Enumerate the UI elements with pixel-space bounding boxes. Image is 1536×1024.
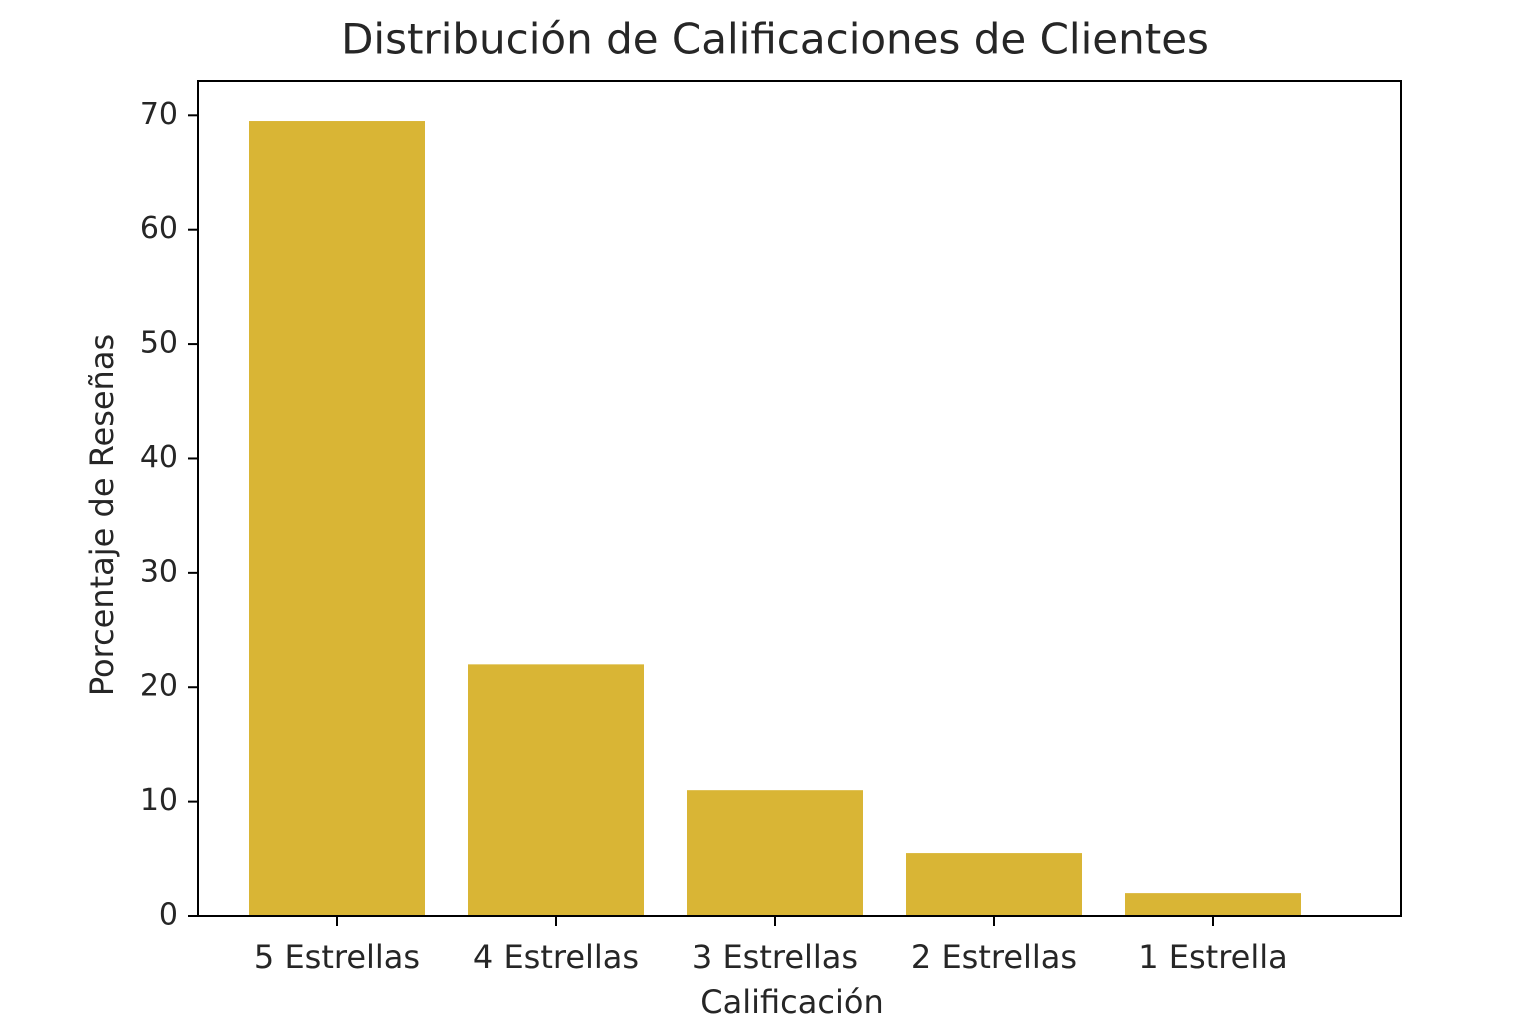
x-tick-label: 5 Estrellas (254, 938, 420, 976)
y-axis-label: Porcentaje de Reseñas (83, 334, 121, 696)
bar (687, 790, 863, 916)
x-tick-label: 3 Estrellas (692, 938, 858, 976)
bar (906, 853, 1082, 916)
y-tick-label: 30 (140, 554, 178, 589)
y-tick-label: 10 (140, 783, 178, 818)
chart-title: Distribución de Calificaciones de Client… (341, 15, 1209, 64)
bar (249, 121, 425, 917)
bar (1125, 893, 1301, 916)
y-tick-label: 40 (140, 440, 178, 475)
y-tick-label: 50 (140, 326, 178, 361)
bar (468, 664, 644, 916)
x-tick-label: 4 Estrellas (473, 938, 639, 976)
y-tick-label: 20 (140, 669, 178, 704)
x-tick-label: 2 Estrellas (911, 938, 1077, 976)
y-tick-label: 0 (159, 898, 178, 933)
y-tick-label: 60 (140, 211, 178, 246)
y-tick-label: 70 (140, 97, 178, 132)
x-tick-label: 1 Estrella (1138, 938, 1288, 976)
plot-frame (197, 80, 1402, 917)
x-axis-label: Calificación (700, 983, 883, 1021)
